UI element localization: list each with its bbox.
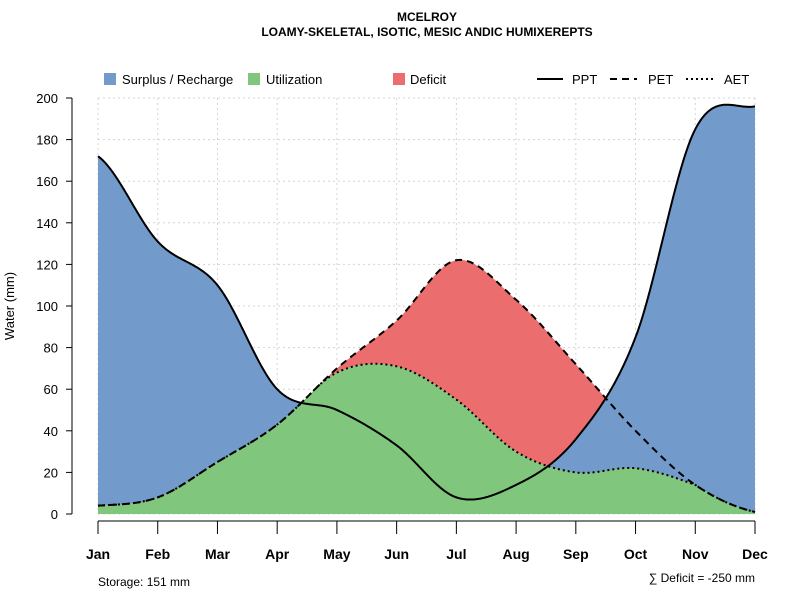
y-tick-label-10: 200 bbox=[36, 91, 58, 106]
legend-label-surplus: Surplus / Recharge bbox=[122, 72, 233, 87]
x-tick-label-jul: Jul bbox=[446, 546, 466, 562]
series-lines bbox=[97, 103, 756, 513]
y-tick-label-3: 60 bbox=[44, 382, 58, 397]
y-axis-label: Water (mm) bbox=[2, 272, 17, 340]
x-tick-label-may: May bbox=[323, 546, 350, 562]
x-tick-label-feb: Feb bbox=[145, 546, 170, 562]
y-tick-label-4: 80 bbox=[44, 341, 58, 356]
x-tick-label-sep: Sep bbox=[563, 546, 589, 562]
y-tick-label-9: 180 bbox=[36, 133, 58, 148]
storage-annotation: Storage: 151 mm bbox=[98, 575, 190, 589]
x-tick-label-oct: Oct bbox=[624, 546, 648, 562]
x-tick-label-dec: Dec bbox=[742, 546, 768, 562]
area-fills bbox=[98, 104, 755, 514]
x-tick-label-apr: Apr bbox=[265, 546, 290, 562]
x-tick-label-mar: Mar bbox=[205, 546, 230, 562]
x-tick-label-aug: Aug bbox=[502, 546, 529, 562]
legend-label-utilization: Utilization bbox=[266, 72, 322, 87]
deficit-annotation: ∑ Deficit = -250 mm bbox=[649, 571, 755, 585]
x-tick-label-jun: Jun bbox=[384, 546, 409, 562]
area-surplus-upper bbox=[98, 104, 755, 512]
legend: Surplus / Recharge Utilization Deficit P… bbox=[104, 72, 749, 87]
chart-title: MCELROY bbox=[397, 10, 457, 24]
y-tick-label-5: 100 bbox=[36, 299, 58, 314]
axes: 0 20 40 60 80 100 120 140 160 180 200 Jan Feb Mar Apr M… bbox=[36, 91, 768, 562]
chart-subtitle: LOAMY-SKELETAL, ISOTIC, MESIC ANDIC HUMI… bbox=[261, 25, 592, 39]
y-tick-label-6: 120 bbox=[36, 257, 58, 272]
legend-label-deficit: Deficit bbox=[410, 72, 447, 87]
y-tick-label-7: 140 bbox=[36, 216, 58, 231]
legend-swatch-deficit bbox=[393, 73, 405, 85]
y-tick-label-8: 160 bbox=[36, 174, 58, 189]
x-tick-label-nov: Nov bbox=[682, 546, 709, 562]
y-tick-label-2: 40 bbox=[44, 424, 58, 439]
series-line-ppt bbox=[97, 103, 756, 501]
legend-swatch-utilization bbox=[248, 73, 260, 85]
legend-label-ppt: PPT bbox=[572, 72, 597, 87]
series-line-pet bbox=[97, 258, 756, 513]
x-tick-label-jan: Jan bbox=[86, 546, 110, 562]
y-tick-label-0: 0 bbox=[51, 507, 58, 522]
legend-swatch-surplus bbox=[104, 73, 116, 85]
y-tick-label-1: 20 bbox=[44, 465, 58, 480]
legend-label-pet: PET bbox=[648, 72, 673, 87]
legend-label-aet: AET bbox=[724, 72, 749, 87]
